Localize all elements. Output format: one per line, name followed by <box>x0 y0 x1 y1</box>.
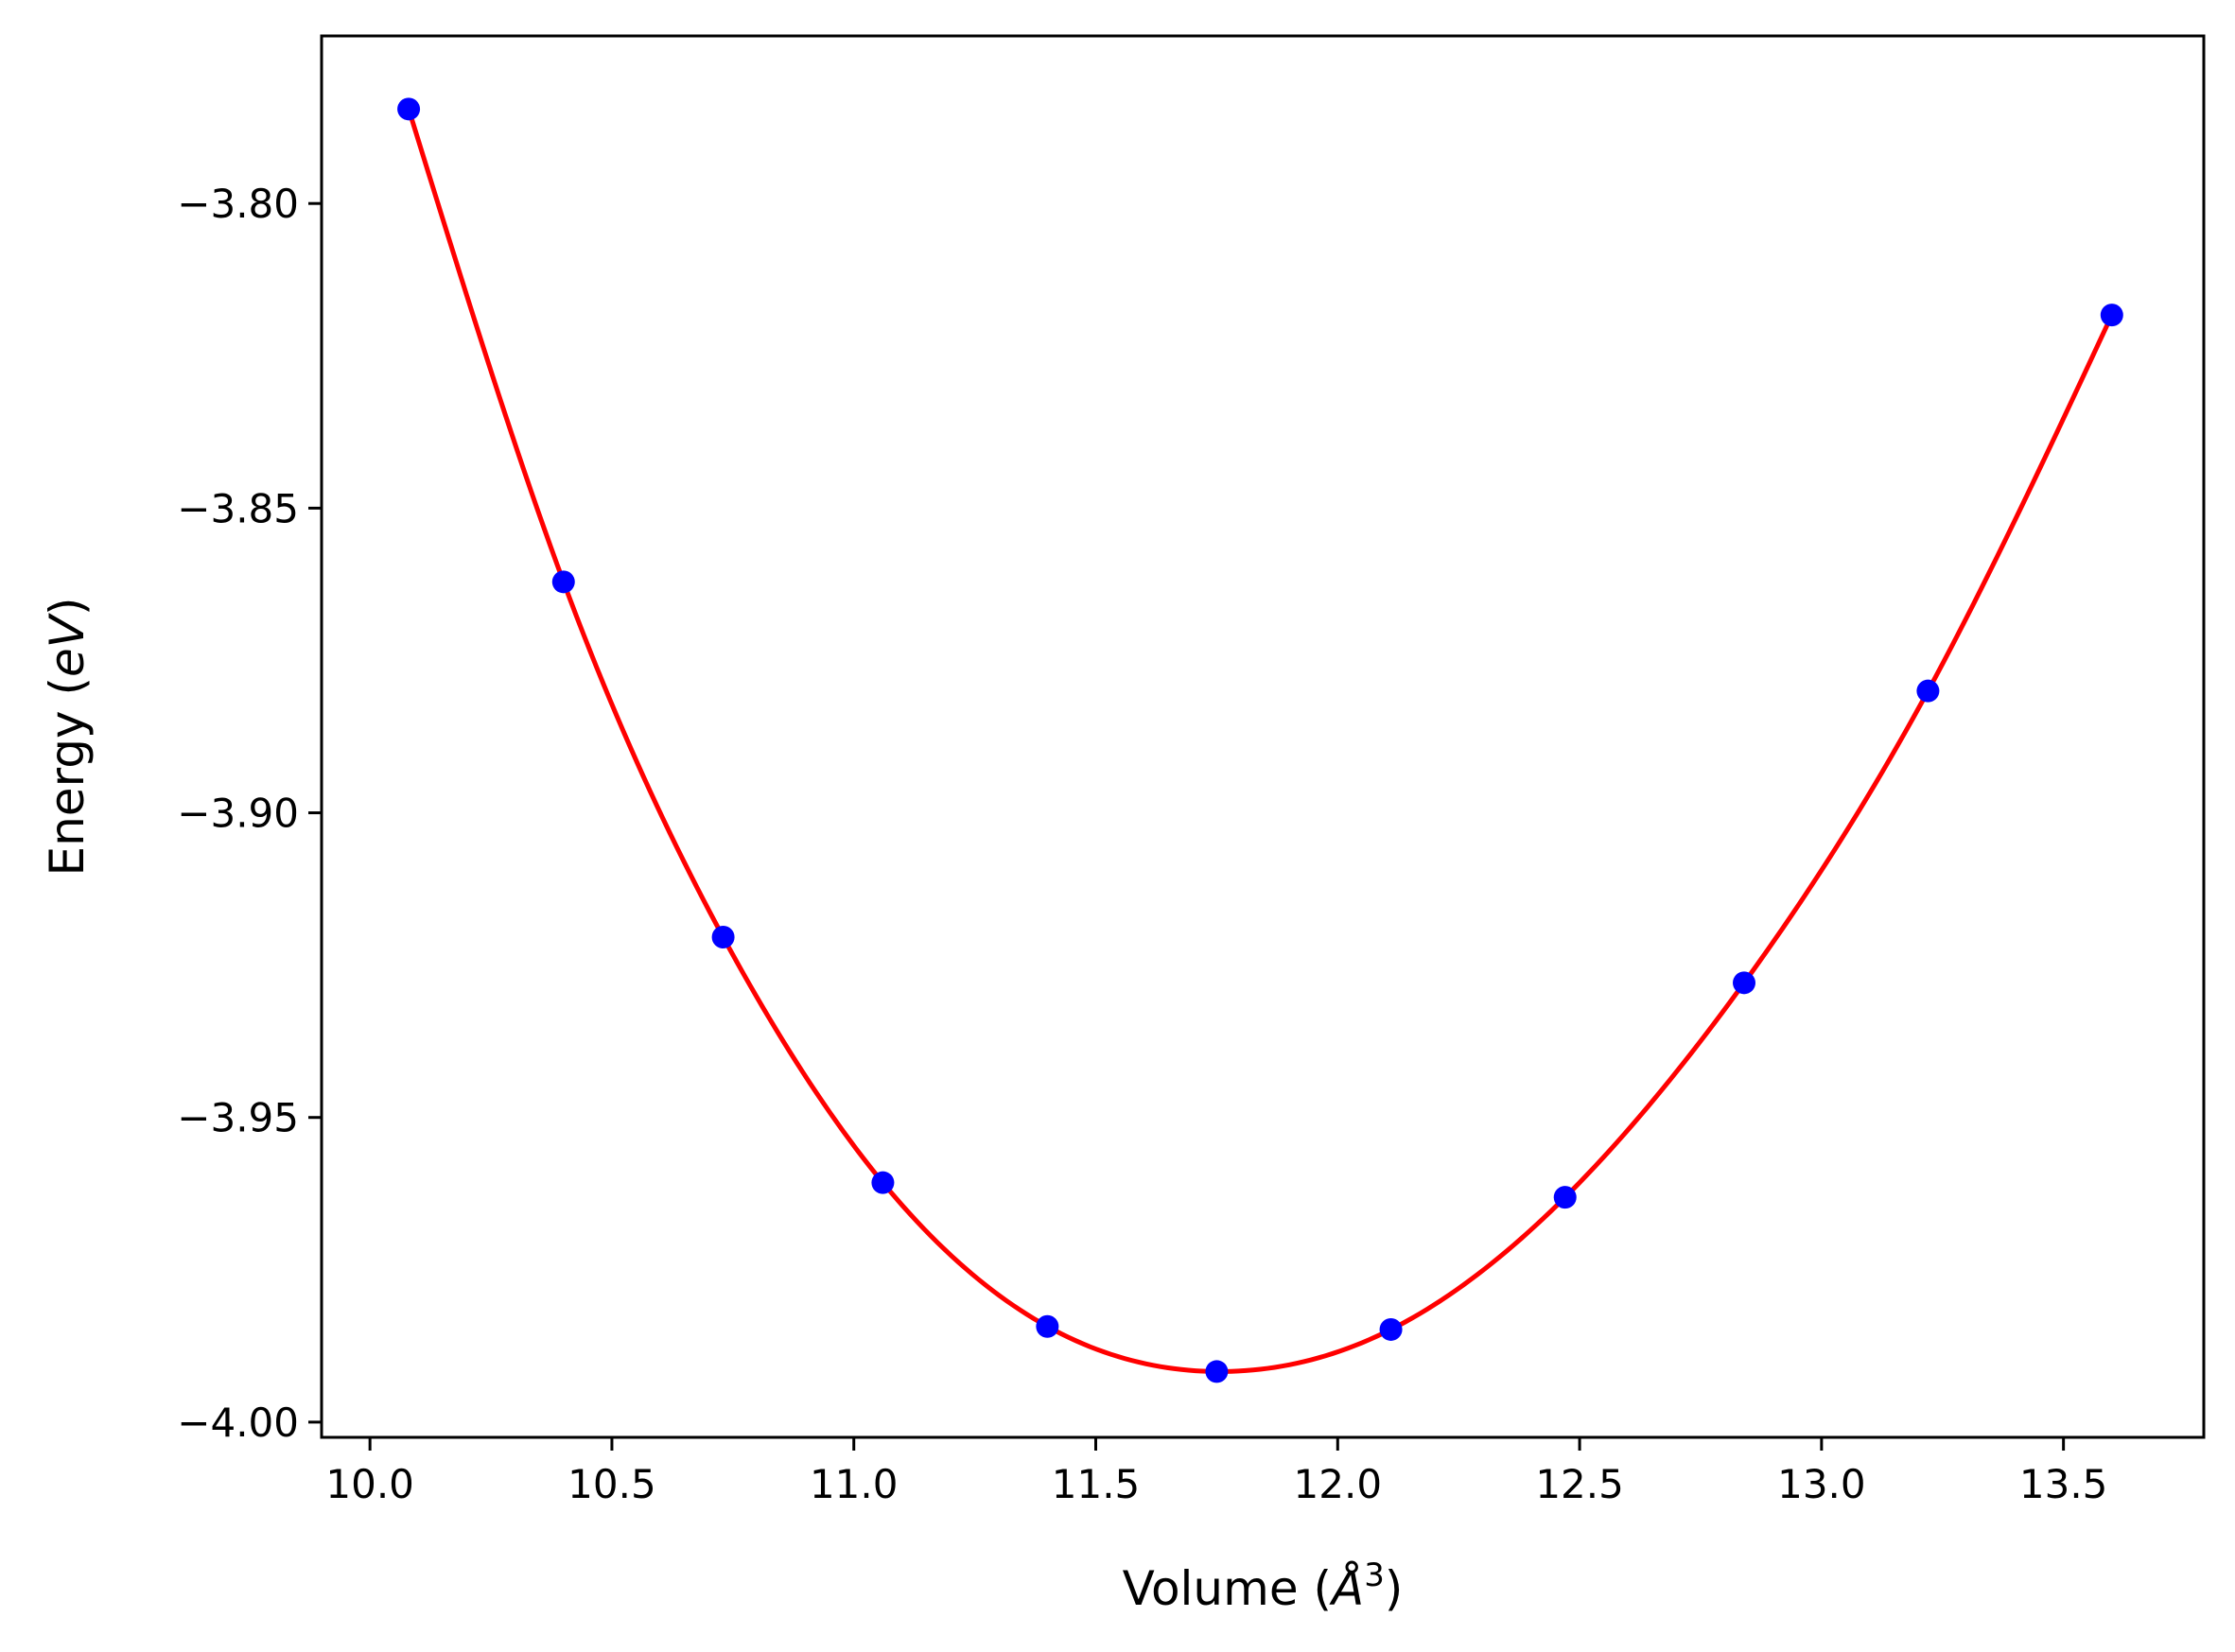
x-axis-label: Volume (Å3) <box>1123 1556 1404 1616</box>
data-point <box>2100 304 2123 327</box>
data-point <box>1379 1317 1403 1341</box>
data-point <box>871 1171 895 1194</box>
x-tick-label: 13.5 <box>2019 1461 2108 1507</box>
y-axis-label: Energy (eV) <box>40 598 95 877</box>
data-point <box>711 925 735 948</box>
y-tick-label: −3.85 <box>177 485 299 531</box>
y-axis-ticks: −3.80 −3.85 −3.90 −3.95 −4.00 <box>177 181 322 1446</box>
data-point <box>1036 1314 1059 1338</box>
data-point <box>1553 1186 1577 1209</box>
data-points-layer <box>397 97 2123 1383</box>
x-tick-label: 12.0 <box>1294 1461 1383 1507</box>
data-point <box>1733 971 1756 995</box>
y-tick-label: −3.95 <box>177 1095 299 1141</box>
y-tick-label: −3.80 <box>177 181 299 227</box>
x-tick-label: 10.5 <box>567 1461 656 1507</box>
plot-area-frame <box>320 34 2206 1439</box>
x-tick-label: 12.5 <box>1535 1461 1624 1507</box>
x-tick-label: 11.0 <box>810 1461 899 1507</box>
data-point <box>551 570 575 594</box>
data-point <box>1916 679 1940 703</box>
x-axis-ticks: 10.0 10.5 11.0 11.5 12.0 12.5 13.0 13.5 <box>325 1437 2107 1507</box>
data-point <box>397 97 421 121</box>
x-tick-label: 13.0 <box>1777 1461 1866 1507</box>
data-point <box>1205 1360 1229 1383</box>
y-tick-label: −4.00 <box>177 1400 299 1446</box>
x-tick-label: 10.0 <box>325 1461 414 1507</box>
y-tick-label: −3.90 <box>177 791 299 837</box>
x-tick-label: 11.5 <box>1052 1461 1141 1507</box>
